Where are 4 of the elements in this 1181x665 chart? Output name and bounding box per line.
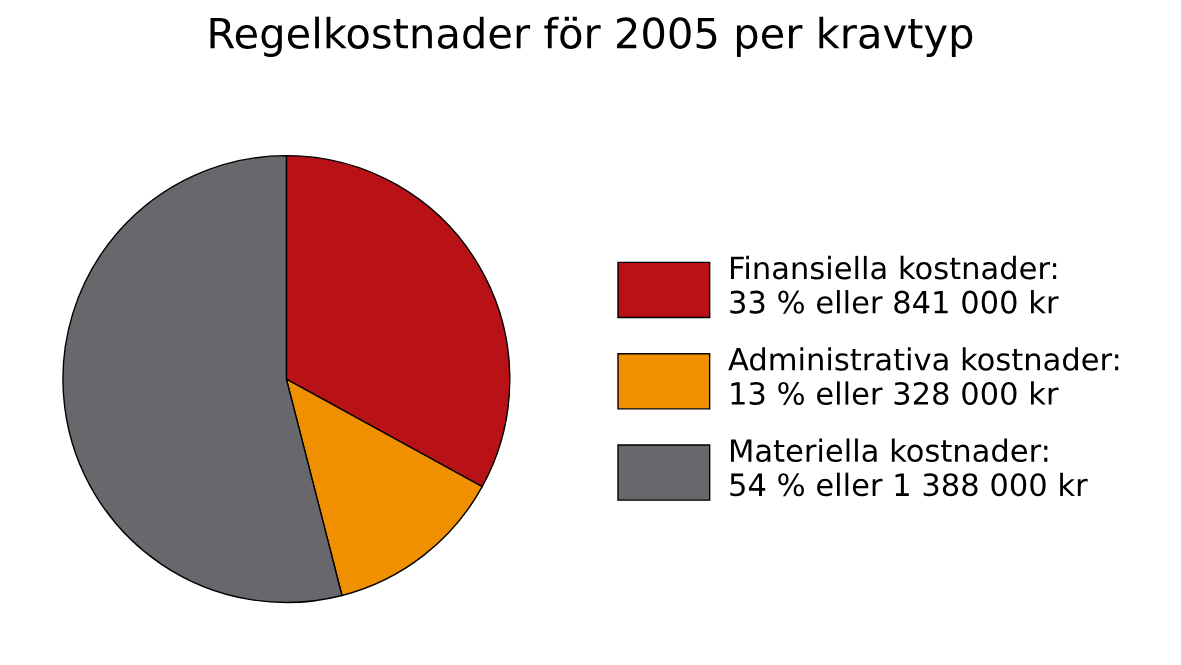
legend-label: Materiella kostnader: 54 % eller 1 388 000 kr (730, 438, 1088, 497)
legend-label: Finansiella kostnader: 33 % eller 841 000 kr (730, 255, 1059, 314)
legend-label: Administrativa kostnader: 13 % eller 328 000 kr (728, 347, 1119, 406)
chart-title: Regelkostnader för 2005 per kravtyp (210, 16, 973, 57)
